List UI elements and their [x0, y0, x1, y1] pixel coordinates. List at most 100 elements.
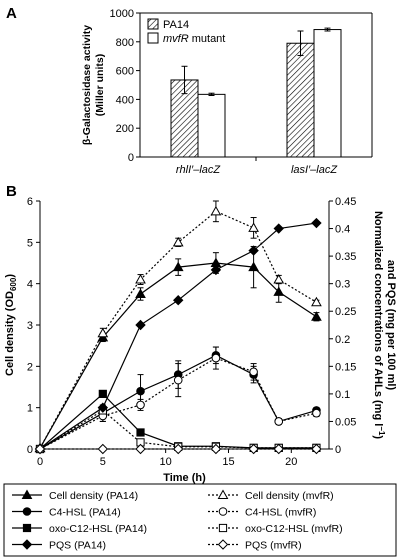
panel-label-b: B [6, 183, 17, 200]
left-label-main: Cell density (OD [4, 291, 16, 376]
bar-mvfr-0 [197, 93, 226, 158]
panel-b-right-tick-label: 0.45 [335, 196, 356, 208]
series-point [273, 286, 285, 296]
panel-b-x-tick-label: 10 [160, 456, 172, 468]
series-point [34, 443, 46, 455]
panel-b-text: 0 5 10 15 20 0 1 2 3 4 5 6 0 0.05 0.1 0.15 0.2 0.25 0.3 0.3… [4, 196, 397, 484]
panel-a-category-label: lasI′–lacZ [291, 164, 338, 176]
series-point [135, 319, 146, 331]
legend-mvfr-rest: mutant [189, 33, 226, 45]
panel-b-left-tick-label: 3 [27, 320, 33, 332]
legend-marker [22, 507, 32, 516]
series-point [172, 236, 184, 247]
legend-box [3, 483, 397, 557]
series-point [173, 443, 184, 455]
legend-marker [21, 489, 33, 499]
panel-a-bars [170, 27, 342, 158]
legend-marker [217, 539, 229, 550]
panel-label-a: A [6, 5, 17, 22]
panel-b-left-tick-label: 6 [27, 196, 33, 208]
panel-b-left-tick-label: 5 [27, 237, 33, 249]
panel-a-y-tick-label: 400 [116, 94, 134, 106]
legend-swatch-mvfr [147, 32, 159, 44]
panel-a-y-tick-label: 200 [116, 123, 134, 135]
panel-a-y-tick-label: 800 [116, 37, 134, 49]
panel-b-x-label: Time (h) [163, 472, 206, 484]
panel-b-x-tick-label: 0 [37, 456, 43, 468]
panel-b-right-tick-label: 0.35 [335, 251, 356, 263]
legend-marker [22, 523, 32, 533]
series-point [248, 443, 259, 455]
legend-mvfr-italic: mvfR [163, 33, 189, 45]
series-point [136, 400, 145, 410]
series-point [173, 294, 184, 306]
series-point [135, 288, 146, 298]
panel-b-right-tick-label: 0.05 [335, 416, 356, 428]
legend-label-mvfr: mvfR mutant [163, 33, 225, 45]
panel-b-right-tick-label: 0.2 [335, 334, 350, 346]
panel-a-y-tick-label: 0 [128, 152, 134, 164]
right-label-sup: −1 [377, 426, 386, 436]
legend-marker [21, 539, 33, 550]
panel-b-axes [36, 200, 333, 453]
left-label-close: ) [4, 274, 16, 278]
legend-marker [218, 507, 228, 516]
panel-b-left-tick-label: 0 [27, 444, 33, 456]
panel-b-right-tick-label: 0.4 [335, 224, 350, 236]
panel-b-line-chart: 0 5 10 15 20 0 1 2 3 4 5 6 0 0.05 0.1 0.15 0.2 0.25 0.3 0.3… [4, 196, 397, 484]
series-point [273, 223, 284, 234]
panel-b-right-label-line2: and PQS (mg per 100 ml) [385, 260, 397, 391]
right-label-main: Normalized concentrations of AHLs (mg l [372, 211, 384, 426]
legend-label: Cell density (mvfR) [245, 490, 334, 502]
panel-a-y-label-line1: β-Galactosidase activity [81, 25, 93, 145]
panel-b-left-tick-label: 2 [27, 361, 33, 373]
left-label-sub: 600 [9, 277, 18, 291]
legend-label-pa14: PA14 [163, 19, 189, 31]
series-point [273, 274, 285, 284]
legend-marker [217, 489, 229, 499]
legend-label: C4-HSL (PA14) [49, 507, 121, 519]
panel-b-left-tick-label: 4 [27, 279, 33, 291]
series-point [136, 386, 145, 396]
series-point [312, 408, 321, 418]
series-line [39, 262, 317, 449]
series-point [210, 264, 222, 276]
panel-a-bar-chart: 0 200 400 600 800 1000 β-Galactosidase activit… [81, 8, 373, 176]
legend-marker [218, 523, 228, 533]
panel-b-right-label-line1: Normalized concentrations of AHLs (mg l−… [372, 211, 386, 439]
panel-a-y-tick-label: 600 [116, 66, 134, 78]
series-point [248, 245, 259, 256]
series-7 [34, 443, 322, 455]
bar-pa14-1 [286, 42, 315, 158]
series-point [136, 428, 145, 437]
series-point [248, 261, 259, 272]
series-point [135, 274, 146, 284]
bar-mvfr-1 [313, 29, 342, 158]
series-point [311, 217, 322, 229]
series-point [311, 443, 322, 455]
panel-b-left-tick-label: 1 [27, 403, 33, 415]
panel-b-legend: Cell density (PA14) Cell density (mvfR) C4… [3, 483, 397, 557]
panel-b-x-tick-label: 20 [285, 456, 297, 468]
series-point [273, 443, 284, 455]
series-point [210, 443, 222, 455]
legend-label: C4-HSL (mvfR) [245, 507, 316, 519]
legend-label: oxo-C12-HSL (mvfR) [245, 523, 343, 535]
series-point [97, 402, 109, 413]
panel-b-right-tick-label: 0.25 [335, 306, 356, 318]
series-point [311, 296, 322, 307]
panel-b-left-label: Cell density (OD600) [4, 274, 18, 376]
panel-b-right-tick-label: 0 [335, 444, 341, 456]
series-point [210, 205, 222, 216]
legend-swatch-pa14 [147, 18, 159, 30]
series-point [249, 367, 258, 377]
right-label-close: ) [372, 435, 384, 439]
series-line [39, 210, 317, 449]
panel-b-right-tick-label: 0.3 [335, 279, 350, 291]
panel-a-y-tick-label: 1000 [110, 8, 134, 20]
panel-b-series [34, 200, 322, 455]
panel-a-y-label-line2: (Miller units) [94, 54, 106, 116]
legend-label: PQS (mvfR) [245, 540, 302, 552]
series-line [39, 222, 317, 450]
